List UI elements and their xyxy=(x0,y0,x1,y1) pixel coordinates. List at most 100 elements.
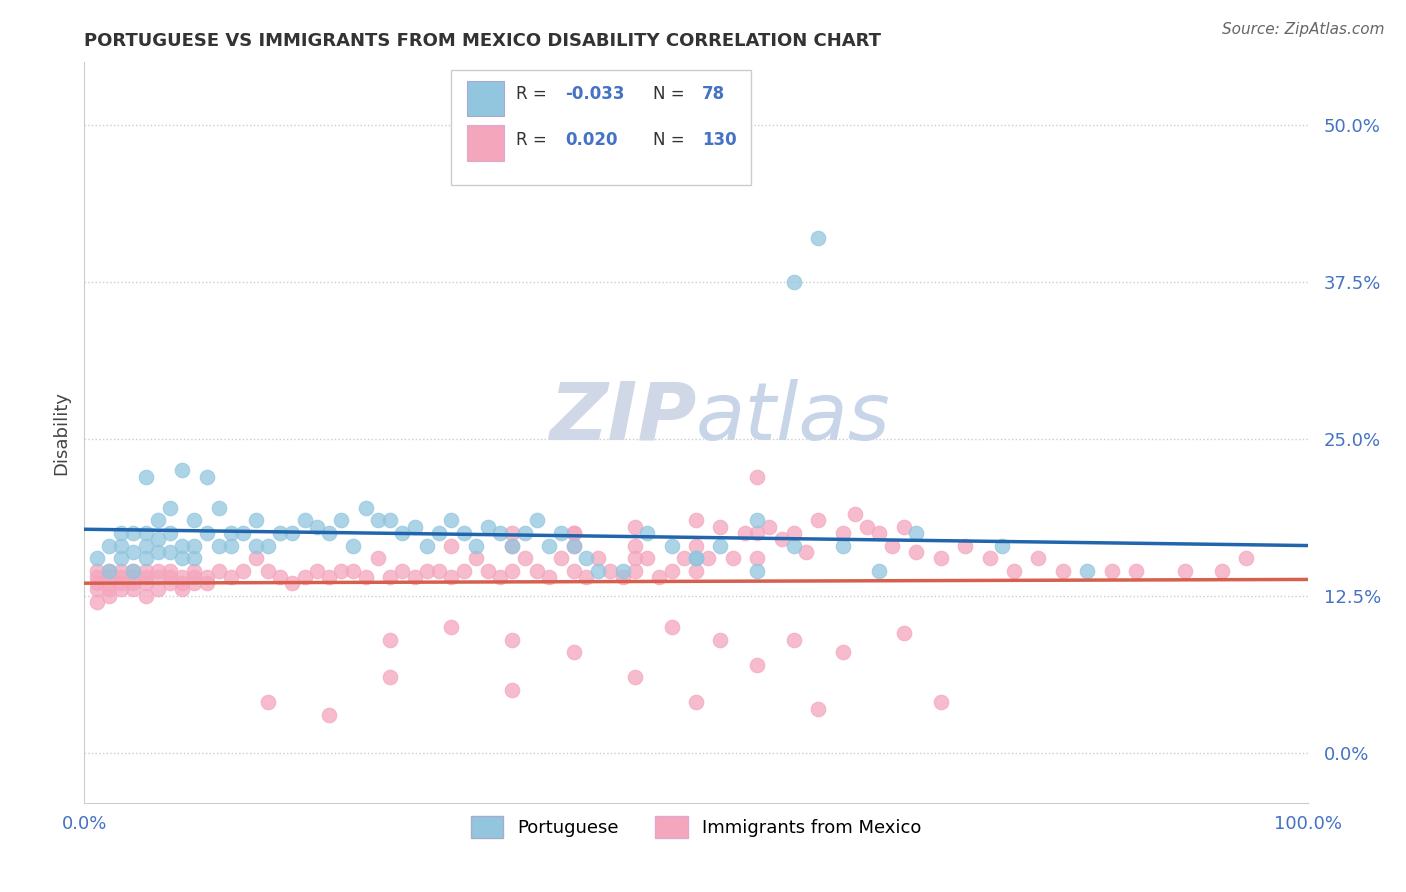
Point xyxy=(599,564,621,578)
Point xyxy=(391,564,413,578)
Point xyxy=(183,539,205,553)
Point xyxy=(880,539,903,553)
Point xyxy=(489,570,512,584)
Point xyxy=(159,564,181,578)
Point xyxy=(1101,564,1123,578)
Point xyxy=(257,539,280,553)
Point xyxy=(538,570,561,584)
Text: R =: R = xyxy=(516,131,553,149)
Point xyxy=(219,526,242,541)
Point xyxy=(294,570,316,584)
Point xyxy=(747,564,769,578)
Point xyxy=(172,539,194,553)
Point xyxy=(807,701,830,715)
Point xyxy=(513,526,536,541)
Point xyxy=(183,513,205,527)
Point xyxy=(146,545,169,559)
Point xyxy=(97,582,120,597)
Point xyxy=(318,570,340,584)
FancyBboxPatch shape xyxy=(451,70,751,185)
Point xyxy=(453,526,475,541)
Point xyxy=(893,520,915,534)
Point xyxy=(232,526,254,541)
Point xyxy=(146,564,169,578)
Point xyxy=(562,526,585,541)
Point xyxy=(208,564,231,578)
Point xyxy=(97,570,120,584)
Point xyxy=(172,582,194,597)
Point xyxy=(86,595,108,609)
Text: Source: ZipAtlas.com: Source: ZipAtlas.com xyxy=(1222,22,1385,37)
Text: -0.033: -0.033 xyxy=(565,86,624,103)
Point xyxy=(110,582,132,597)
Point xyxy=(245,551,267,566)
Point xyxy=(391,526,413,541)
Text: 0.020: 0.020 xyxy=(565,131,617,149)
Point xyxy=(97,564,120,578)
Point xyxy=(380,513,402,527)
Point xyxy=(562,526,585,541)
Point xyxy=(807,513,830,527)
Point xyxy=(172,576,194,591)
Point xyxy=(502,564,524,578)
Point xyxy=(1052,564,1074,578)
Point xyxy=(86,570,108,584)
Point xyxy=(1002,564,1025,578)
Point xyxy=(110,570,132,584)
Point xyxy=(562,539,585,553)
Point xyxy=(477,520,499,534)
Point xyxy=(929,551,952,566)
Point xyxy=(135,539,157,553)
Point xyxy=(734,526,756,541)
Point xyxy=(354,570,377,584)
Point xyxy=(502,526,524,541)
Text: 78: 78 xyxy=(702,86,725,103)
Point xyxy=(526,564,548,578)
Point xyxy=(195,526,218,541)
Point xyxy=(172,551,194,566)
Point xyxy=(991,539,1014,553)
Point xyxy=(624,520,647,534)
Point xyxy=(661,620,683,634)
Point xyxy=(747,657,769,672)
Point xyxy=(135,570,157,584)
Point xyxy=(110,551,132,566)
Point xyxy=(416,539,439,553)
Point xyxy=(135,576,157,591)
Point xyxy=(122,545,145,559)
Point xyxy=(502,539,524,553)
Point xyxy=(305,520,328,534)
Point xyxy=(575,551,598,566)
Point xyxy=(721,551,744,566)
Point xyxy=(783,526,806,541)
Point xyxy=(281,576,304,591)
Point xyxy=(367,551,389,566)
Point xyxy=(122,576,145,591)
Point xyxy=(440,539,463,553)
Point xyxy=(624,670,647,684)
Point xyxy=(427,564,450,578)
Point xyxy=(404,520,426,534)
Point xyxy=(440,570,463,584)
Point xyxy=(831,645,853,659)
Point xyxy=(330,513,353,527)
Point xyxy=(427,526,450,541)
Point xyxy=(97,539,120,553)
Text: N =: N = xyxy=(654,131,690,149)
Point xyxy=(122,526,145,541)
Point xyxy=(122,582,145,597)
Point xyxy=(110,576,132,591)
Point xyxy=(905,526,928,541)
Point xyxy=(440,620,463,634)
Point xyxy=(208,500,231,515)
Point xyxy=(893,626,915,640)
Point xyxy=(354,500,377,515)
FancyBboxPatch shape xyxy=(467,81,503,117)
Point xyxy=(195,576,218,591)
Point xyxy=(747,551,769,566)
Point xyxy=(624,539,647,553)
FancyBboxPatch shape xyxy=(467,126,503,161)
Point xyxy=(269,570,291,584)
Point xyxy=(685,513,707,527)
Point xyxy=(709,539,731,553)
